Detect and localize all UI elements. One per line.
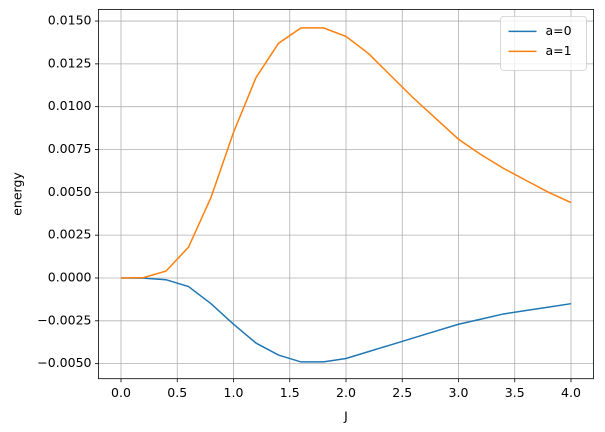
y-tick-label: 0.0000 <box>48 269 92 284</box>
x-tick-label: 4.0 <box>561 385 581 400</box>
line-series <box>120 277 572 363</box>
y-tick-label: 0.0075 <box>48 141 92 156</box>
y-tick-label: 0.0050 <box>48 184 92 199</box>
y-axis-label: energy <box>10 172 25 216</box>
x-tick-label: 2.5 <box>392 385 412 400</box>
x-tick-label: 1.0 <box>224 385 244 400</box>
legend-label: a=1 <box>546 43 572 58</box>
legend-box <box>500 15 587 71</box>
x-tick-label: 0.5 <box>167 385 187 400</box>
x-tick-label: 3.5 <box>505 385 525 400</box>
y-tick-label: 0.0125 <box>48 55 92 70</box>
line-series <box>120 27 572 279</box>
x-axis-label: J <box>343 409 348 424</box>
y-tick-label: 0.0025 <box>48 227 92 242</box>
y-tick-label: −0.0025 <box>37 312 91 327</box>
y-tick-label: 0.0100 <box>48 98 92 113</box>
x-tick-label: 0.0 <box>111 385 131 400</box>
axes-frame <box>98 8 594 380</box>
y-tick-label: 0.0150 <box>48 13 92 28</box>
x-tick-label: 1.5 <box>280 385 300 400</box>
legend-label: a=0 <box>546 23 572 38</box>
x-tick-label: 3.0 <box>449 385 469 400</box>
x-tick-label: 2.0 <box>336 385 356 400</box>
y-tick-label: −0.0050 <box>37 355 91 370</box>
